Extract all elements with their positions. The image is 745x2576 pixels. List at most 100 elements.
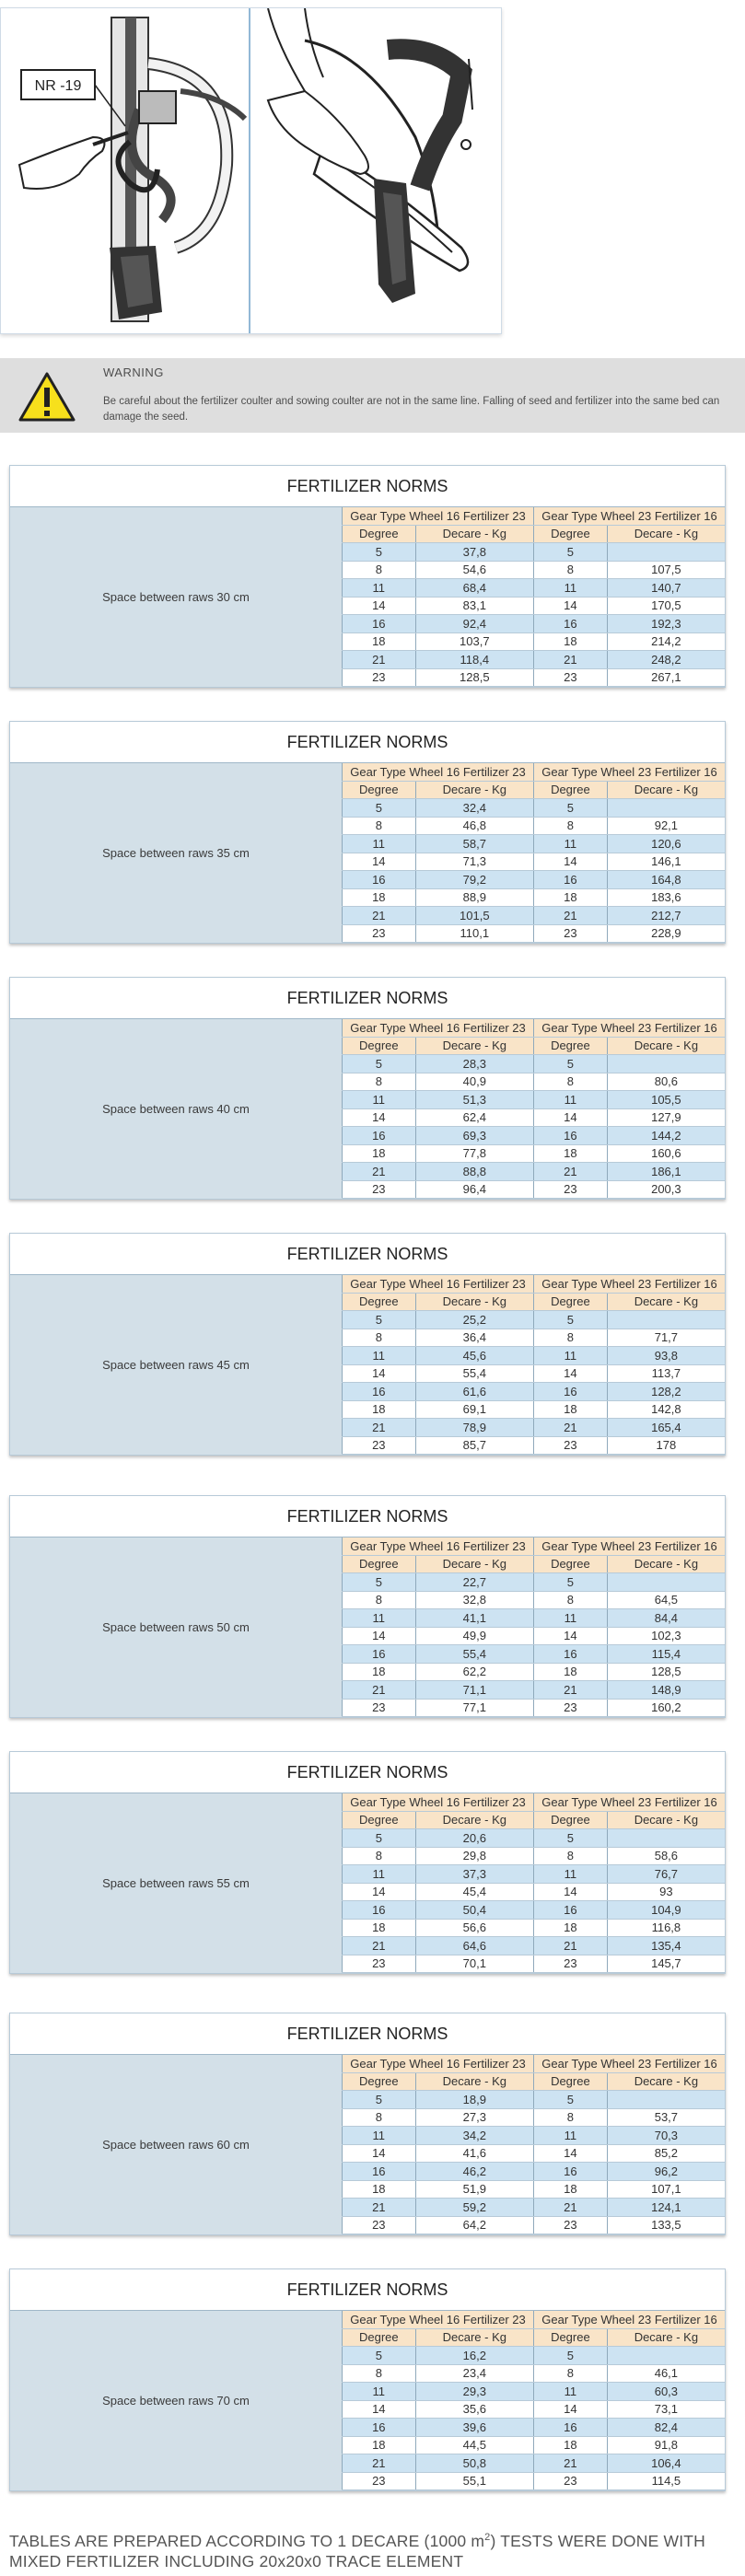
table-cell: 21 xyxy=(533,2198,608,2217)
table-cell: 21 xyxy=(533,1680,608,1700)
table-cell: 16 xyxy=(342,2162,416,2181)
table-cell: 21 xyxy=(533,650,608,669)
table-row: 23 70,1 23 145,7 xyxy=(342,1955,725,1973)
row-spacing-label: Space between raws 35 cm xyxy=(10,763,342,943)
table-cell: 5 xyxy=(342,1828,416,1848)
table-cell: 18 xyxy=(342,1663,416,1681)
table-cell: 18,9 xyxy=(414,2090,534,2109)
table-body: Space between raws 40 cm Gear Type Wheel … xyxy=(10,1019,725,1199)
table-body: Space between raws 60 cm Gear Type Wheel … xyxy=(10,2055,725,2234)
table-cell: 62,4 xyxy=(414,1108,534,1127)
table-cell xyxy=(606,542,725,562)
gear-group-header: Gear Type Wheel 23 Fertilizer 16 xyxy=(533,2055,725,2073)
table-row: 18 51,9 18 107,1 xyxy=(342,2180,725,2199)
table-cell: 5 xyxy=(533,1054,608,1073)
column-header: Decare - Kg xyxy=(414,781,534,799)
table-cell: 34,2 xyxy=(414,2126,534,2145)
table-body: Space between raws 50 cm Gear Type Wheel … xyxy=(10,1537,725,1717)
table-cell: 142,8 xyxy=(606,1400,725,1419)
warning-text: Be careful about the fertilizer coulter … xyxy=(103,396,720,423)
table-cell: 186,1 xyxy=(606,1162,725,1181)
table-row: 11 41,1 11 84,4 xyxy=(342,1608,725,1628)
warning-banner xyxy=(0,358,745,433)
table-cell: 51,9 xyxy=(414,2180,534,2199)
table-cell: 183,6 xyxy=(606,888,725,907)
table-cell: 18 xyxy=(342,2180,416,2199)
table-cell: 29,8 xyxy=(414,1847,534,1865)
table-cell: 23 xyxy=(342,2216,416,2234)
table-cell: 71,3 xyxy=(414,853,534,871)
table-row: 5 25,2 5 xyxy=(342,1310,725,1329)
table-cell: 18 xyxy=(533,888,608,907)
table-cell: 64,2 xyxy=(414,2216,534,2234)
table-cell: 18 xyxy=(533,2436,608,2454)
table-cell: 5 xyxy=(342,1572,416,1592)
column-header: Degree xyxy=(342,1293,416,1311)
table-cell: 8 xyxy=(533,2108,608,2127)
column-header-row: Degree Decare - Kg Degree Decare - Kg xyxy=(342,1811,725,1829)
table-cell: 135,4 xyxy=(606,1936,725,1955)
table-row: 8 36,4 8 71,7 xyxy=(342,1329,725,1347)
table-cell: 140,7 xyxy=(606,578,725,598)
table-cell: 11 xyxy=(342,578,416,598)
table-cell: 170,5 xyxy=(606,597,725,615)
gear-group-header: Gear Type Wheel 16 Fertilizer 23 xyxy=(341,2311,534,2329)
table-row: 8 46,8 8 92,1 xyxy=(342,817,725,835)
table-row: 21 50,8 21 106,4 xyxy=(342,2454,725,2473)
table-cell: 160,2 xyxy=(606,1699,725,1717)
table-cell: 14 xyxy=(533,1108,608,1127)
gear-group-header: Gear Type Wheel 16 Fertilizer 23 xyxy=(341,1793,534,1812)
table-cell: 11 xyxy=(533,2382,608,2401)
table-row: 23 128,5 23 267,1 xyxy=(342,668,725,687)
table-body: Space between raws 45 cm Gear Type Wheel … xyxy=(10,1275,725,1455)
table-cell: 88,8 xyxy=(414,1162,534,1181)
table-cell: 128,2 xyxy=(606,1382,725,1401)
table-cell: 11 xyxy=(342,834,416,853)
table-cell: 114,5 xyxy=(606,2472,725,2490)
table-cell: 16 xyxy=(342,2418,416,2437)
table-cell: 200,3 xyxy=(606,1180,725,1199)
table-cell: 70,1 xyxy=(414,1955,534,1973)
table-cell: 73,1 xyxy=(606,2400,725,2419)
table-cell: 192,3 xyxy=(606,614,725,633)
table-cell: 267,1 xyxy=(606,668,725,687)
table-cell: 14 xyxy=(533,1364,608,1383)
table-cell: 16 xyxy=(342,1900,416,1920)
table-title: FERTILIZER NORMS xyxy=(10,1234,725,1275)
table-row: 11 51,3 11 105,5 xyxy=(342,1090,725,1109)
table-cell: 118,4 xyxy=(414,650,534,669)
table-row: 5 22,7 5 xyxy=(342,1572,725,1592)
table-cell: 18 xyxy=(533,1663,608,1681)
table-cell: 11 xyxy=(342,1090,416,1109)
table-cell: 5 xyxy=(533,1572,608,1592)
table-body: Space between raws 35 cm Gear Type Wheel … xyxy=(10,763,725,943)
table-title: FERTILIZER NORMS xyxy=(10,978,725,1019)
column-header-row: Degree Decare - Kg Degree Decare - Kg xyxy=(342,1555,725,1573)
table-row: 5 18,9 5 xyxy=(342,2090,725,2109)
row-spacing-label: Space between raws 45 cm xyxy=(10,1275,342,1455)
table-cell: 8 xyxy=(533,2364,608,2383)
table-cell: 8 xyxy=(533,1073,608,1091)
gear-group-header: Gear Type Wheel 16 Fertilizer 23 xyxy=(341,1275,534,1294)
row-spacing-label: Space between raws 50 cm xyxy=(10,1537,342,1717)
table-row: 18 62,2 18 128,5 xyxy=(342,1663,725,1681)
table-cell: 21 xyxy=(342,1936,416,1955)
table-row: 5 32,4 5 xyxy=(342,798,725,818)
table-row: 23 110,1 23 228,9 xyxy=(342,924,725,943)
table-cell: 18 xyxy=(533,632,608,651)
row-spacing-label: Space between raws 55 cm xyxy=(10,1793,342,1973)
adjustment-illustration: NR -19 xyxy=(0,7,502,334)
column-header: Decare - Kg xyxy=(606,1037,725,1055)
column-header: Decare - Kg xyxy=(414,2328,534,2347)
table-cell: 55,4 xyxy=(414,1364,534,1383)
table-cell: 16 xyxy=(342,1126,416,1145)
group-header-row: Gear Type Wheel 16 Fertilizer 23 Gear Typ… xyxy=(341,1275,725,1294)
column-header: Degree xyxy=(533,2072,608,2091)
table-cell: 8 xyxy=(342,2364,416,2383)
footnote-text: TABLES ARE PREPARED ACCORDING TO 1 DECAR… xyxy=(9,2531,485,2550)
norms-grid: Gear Type Wheel 16 Fertilizer 23 Gear Typ… xyxy=(341,2311,725,2490)
table-cell: 83,1 xyxy=(414,597,534,615)
table-cell: 120,6 xyxy=(606,834,725,853)
table-cell: 113,7 xyxy=(606,1364,725,1383)
column-header: Decare - Kg xyxy=(606,1293,725,1311)
